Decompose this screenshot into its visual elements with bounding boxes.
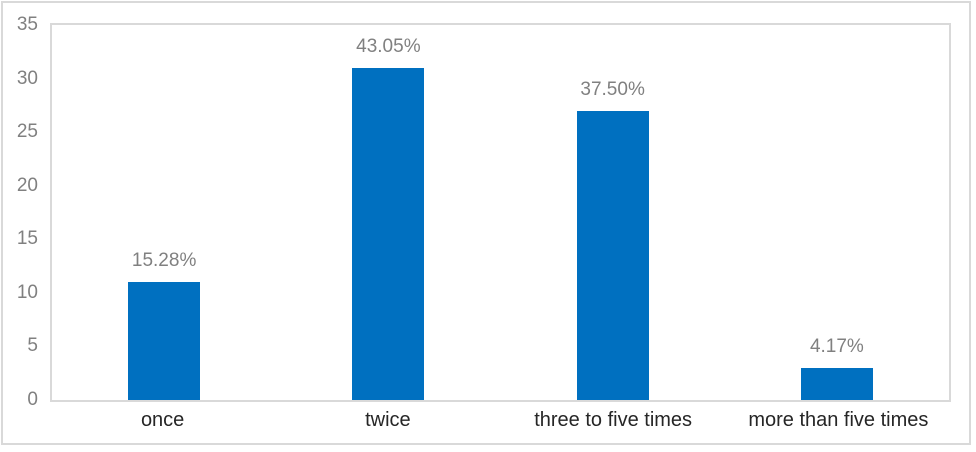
- y-axis: 0 5 10 15 20 25 30 35: [3, 3, 38, 443]
- y-axis-tick-label: 15: [16, 228, 38, 250]
- x-axis-category-label: three to five times: [534, 409, 693, 431]
- bar-more-than-five-times: [800, 367, 873, 400]
- bar-three-to-five-times: [576, 110, 649, 400]
- y-axis-tick-label: 0: [27, 389, 38, 410]
- bar-slot: 4.17%: [725, 25, 949, 400]
- y-axis-tick-label: 25: [16, 121, 38, 143]
- chart-frame: 0 5 10 15 20 25 30 35 15.28% 43.05% 37.50% 4.17% o…: [1, 1, 971, 445]
- bar-twice: [352, 67, 425, 400]
- x-axis-category-label: twice: [365, 409, 411, 431]
- x-axis-category-label: once: [140, 409, 185, 431]
- y-axis-tick-label: 35: [16, 14, 38, 35]
- bar-slot: 15.28%: [52, 25, 276, 400]
- y-axis-tick-label: 5: [27, 335, 38, 357]
- bar-data-label: 4.17%: [809, 335, 864, 357]
- bar-slot: 43.05%: [276, 25, 500, 400]
- bar-data-label: 15.28%: [131, 250, 197, 272]
- y-axis-tick-label: 30: [16, 67, 38, 89]
- bar-once: [128, 282, 201, 400]
- x-axis-category-label: more than five times: [748, 409, 929, 431]
- x-axis: once twice three to five times more than fi…: [50, 408, 951, 432]
- y-axis-tick-label: 20: [16, 174, 38, 196]
- bar-slot: 37.50%: [501, 25, 725, 400]
- plot-area: 15.28% 43.05% 37.50% 4.17%: [50, 23, 951, 402]
- bar-data-label: 43.05%: [356, 35, 421, 57]
- bar-data-label: 37.50%: [580, 78, 645, 100]
- bar-series: 15.28% 43.05% 37.50% 4.17%: [52, 25, 949, 400]
- y-axis-tick-label: 10: [16, 281, 38, 303]
